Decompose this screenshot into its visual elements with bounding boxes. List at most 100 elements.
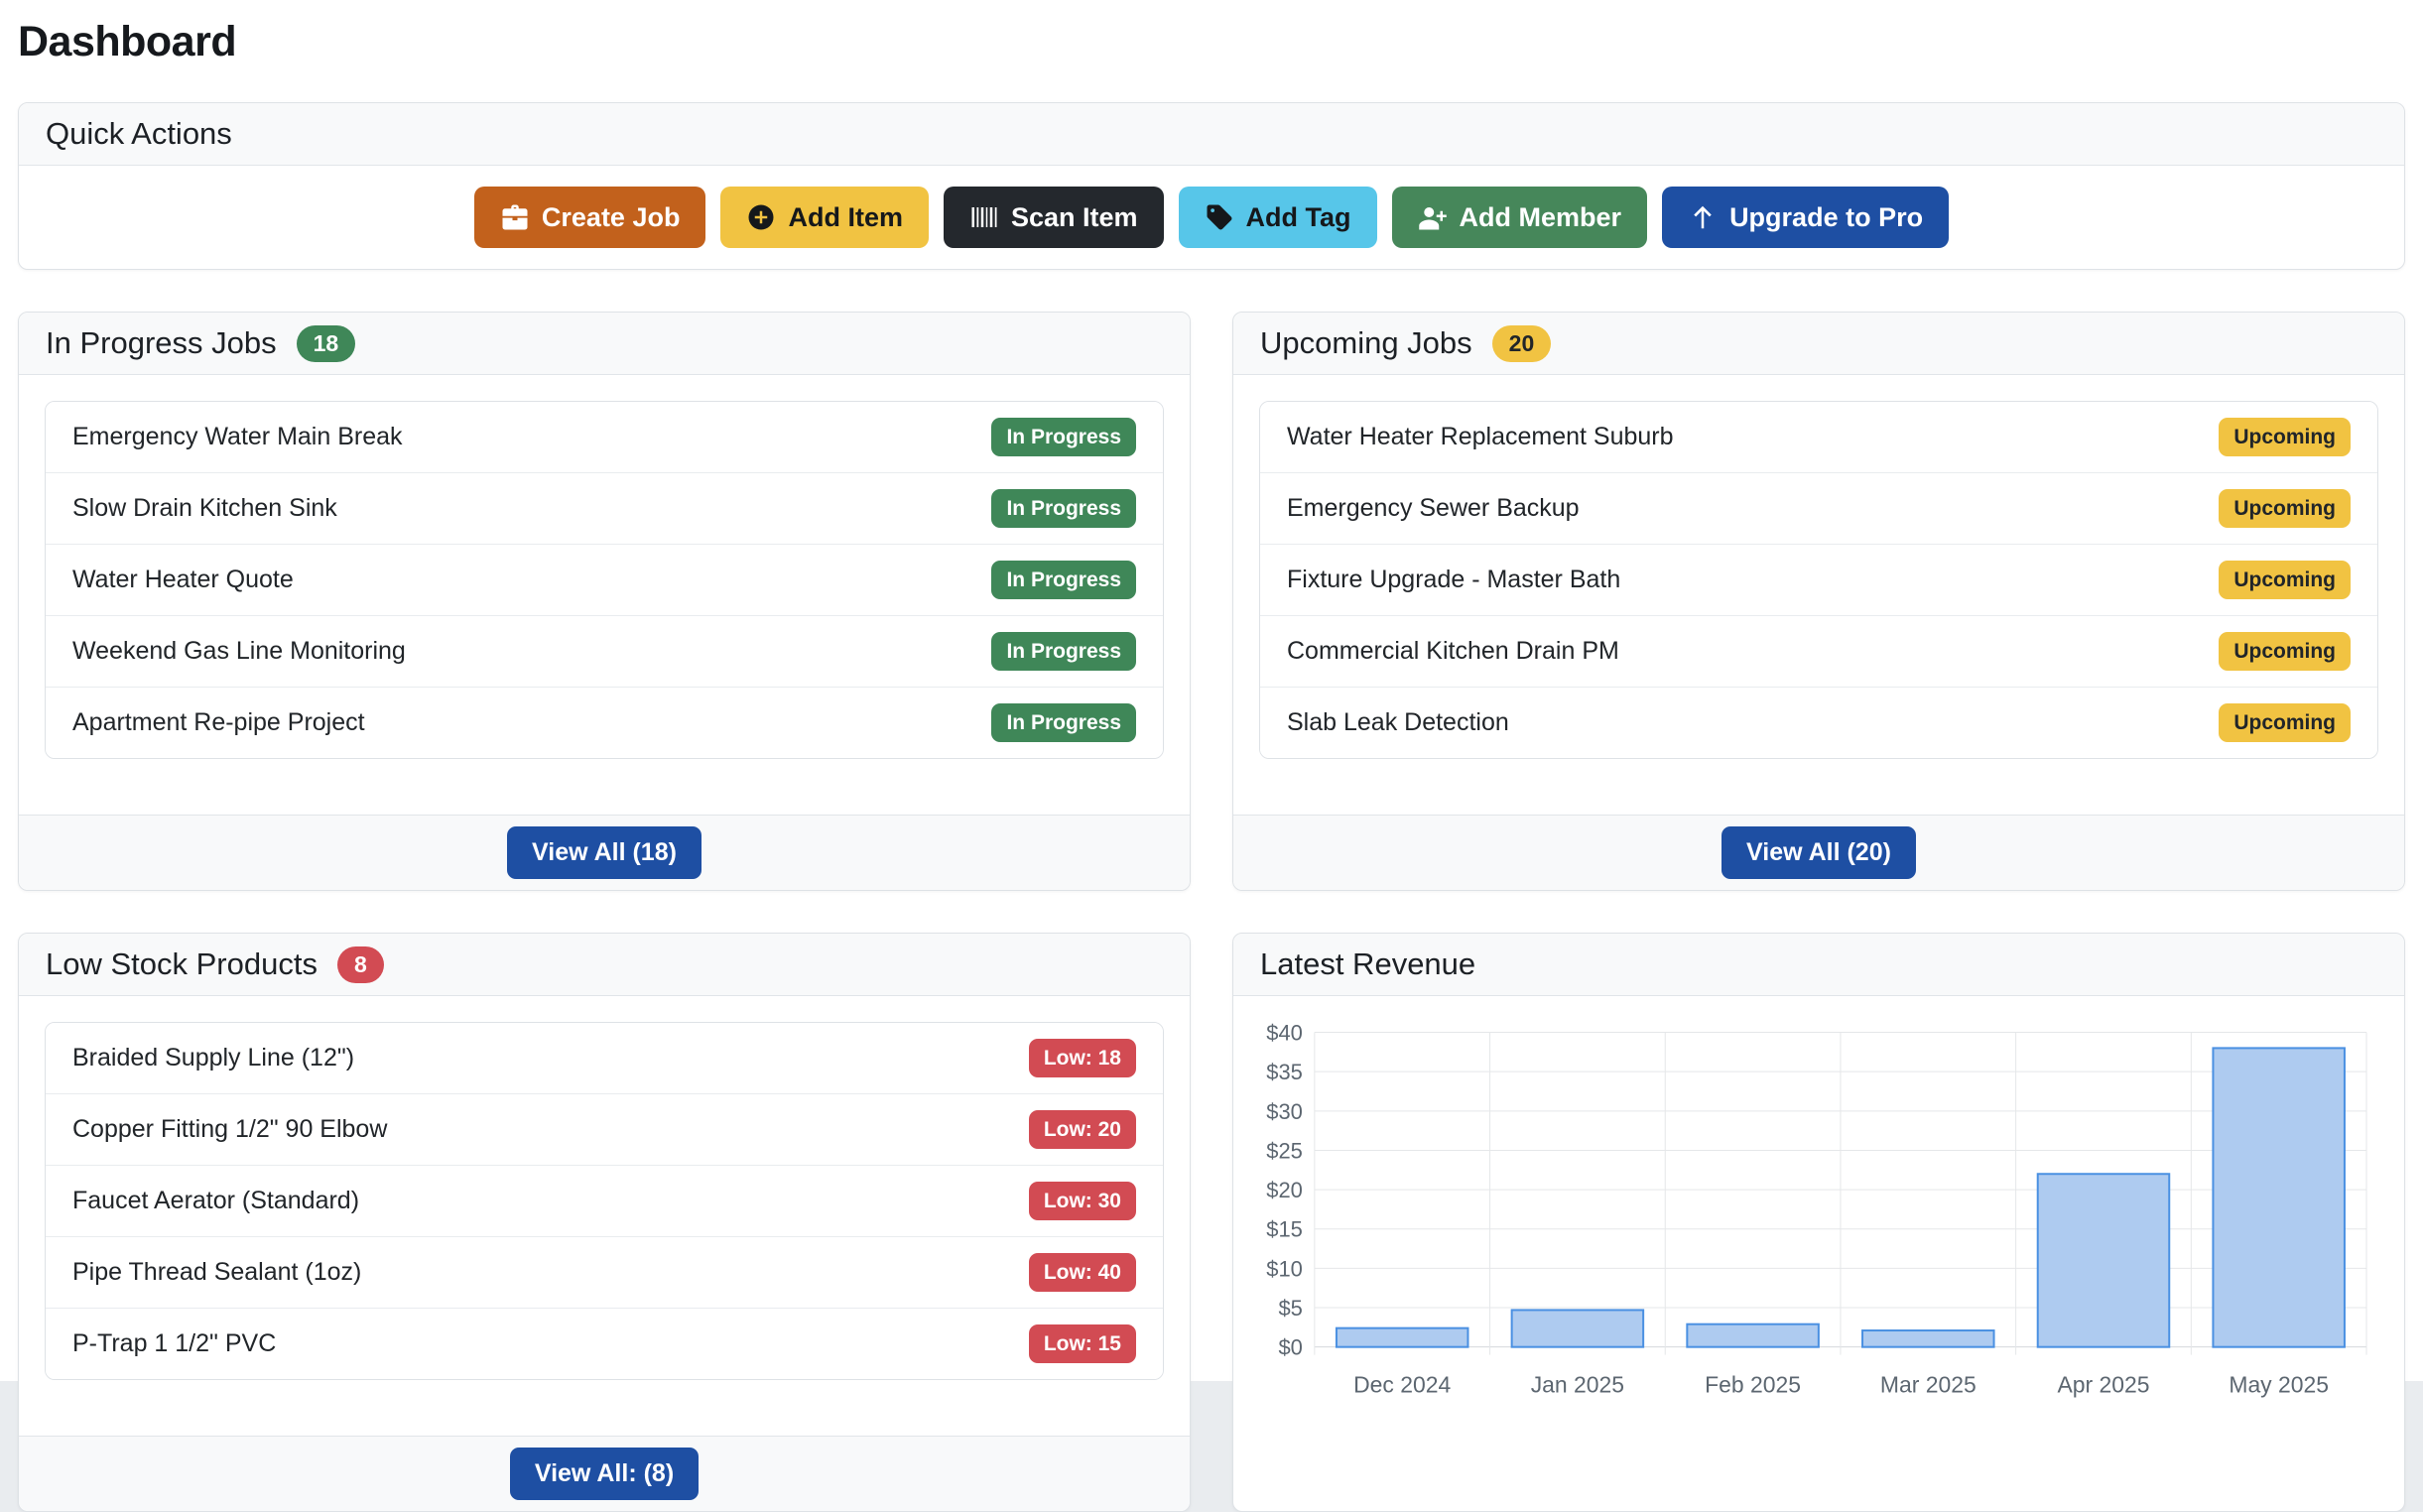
quick-actions-card: Quick Actions Create Job Add Item Scan I… bbox=[18, 102, 2405, 270]
in-progress-jobs-body: Emergency Water Main Break In Progress S… bbox=[19, 375, 1190, 759]
product-row[interactable]: Copper Fitting 1/2" 90 Elbow Low: 20 bbox=[46, 1094, 1163, 1166]
quick-action-label: Add Member bbox=[1459, 201, 1622, 232]
quick-action-label: Add Item bbox=[788, 201, 903, 232]
quick-action-button[interactable]: Add Member bbox=[1391, 187, 1648, 248]
x-tick-label: Mar 2025 bbox=[1880, 1372, 1977, 1398]
y-tick-label: $30 bbox=[1266, 1099, 1303, 1124]
arrow-up-icon bbox=[1688, 202, 1718, 232]
job-title: Fixture Upgrade - Master Bath bbox=[1287, 566, 1621, 593]
status-badge: Upcoming bbox=[2219, 632, 2351, 671]
in-progress-count-pill: 18 bbox=[296, 324, 356, 362]
y-tick-label: $10 bbox=[1266, 1256, 1303, 1281]
product-title: Braided Supply Line (12") bbox=[72, 1044, 355, 1071]
low-stock-header: Low Stock Products 8 bbox=[19, 934, 1190, 996]
page-title: Dashboard bbox=[18, 18, 237, 65]
in-progress-jobs-footer: View All (18) bbox=[19, 815, 1190, 890]
low-stock-body: Braided Supply Line (12") Low: 18 Copper… bbox=[19, 996, 1190, 1380]
latest-revenue-panel: Latest Revenue $0 $5 $10 $15 $20 $25 $30 $35 $40… bbox=[1232, 933, 2405, 1512]
job-row[interactable]: Emergency Water Main Break In Progress bbox=[46, 402, 1163, 473]
quick-action-button[interactable]: Add Item bbox=[720, 187, 929, 248]
upcoming-jobs-header: Upcoming Jobs 20 bbox=[1233, 313, 2404, 375]
upcoming-count-pill: 20 bbox=[1491, 324, 1552, 362]
job-row[interactable]: Slow Drain Kitchen Sink In Progress bbox=[46, 473, 1163, 545]
x-tick-label: Dec 2024 bbox=[1353, 1372, 1451, 1398]
revenue-bar-Apr 2025 bbox=[2036, 1173, 2171, 1348]
low-stock-count-pill: 8 bbox=[336, 945, 384, 983]
y-tick-label: $25 bbox=[1266, 1138, 1303, 1163]
revenue-bar-May 2025 bbox=[2212, 1047, 2346, 1348]
job-row[interactable]: Slab Leak Detection Upcoming bbox=[1260, 688, 2377, 758]
quick-action-button[interactable]: Upgrade to Pro bbox=[1662, 187, 1950, 248]
job-row[interactable]: Weekend Gas Line Monitoring In Progress bbox=[46, 616, 1163, 688]
product-title: Pipe Thread Sealant (1oz) bbox=[72, 1258, 362, 1286]
job-row[interactable]: Water Heater Replacement Suburb Upcoming bbox=[1260, 402, 2377, 473]
status-badge: Upcoming bbox=[2219, 561, 2351, 599]
quick-action-label: Add Tag bbox=[1245, 201, 1351, 232]
person-plus-icon bbox=[1418, 202, 1448, 232]
revenue-bar-Dec 2024 bbox=[1335, 1326, 1469, 1348]
revenue-bar-Mar 2025 bbox=[1861, 1329, 1995, 1348]
y-tick-label: $15 bbox=[1266, 1217, 1303, 1242]
quick-action-button[interactable]: Create Job bbox=[473, 187, 706, 248]
product-title: P-Trap 1 1/2" PVC bbox=[72, 1329, 277, 1357]
status-badge: Upcoming bbox=[2219, 418, 2351, 456]
job-row[interactable]: Fixture Upgrade - Master Bath Upcoming bbox=[1260, 545, 2377, 616]
stock-revenue-row: Low Stock Products 8 Braided Supply Line… bbox=[18, 933, 2405, 1512]
jobs-row: In Progress Jobs 18 Emergency Water Main… bbox=[18, 312, 2405, 891]
quick-action-button[interactable]: Scan Item bbox=[943, 187, 1164, 248]
job-title: Commercial Kitchen Drain PM bbox=[1287, 637, 1619, 665]
revenue-bar-Feb 2025 bbox=[1686, 1323, 1820, 1348]
in-progress-jobs-panel: In Progress Jobs 18 Emergency Water Main… bbox=[18, 312, 1191, 891]
low-stock-list: Braided Supply Line (12") Low: 18 Copper… bbox=[45, 1022, 1164, 1380]
product-title: Faucet Aerator (Standard) bbox=[72, 1187, 360, 1214]
job-row[interactable]: Emergency Sewer Backup Upcoming bbox=[1260, 473, 2377, 545]
y-tick-label: $0 bbox=[1278, 1335, 1302, 1360]
job-title: Water Heater Quote bbox=[72, 566, 294, 593]
job-title: Weekend Gas Line Monitoring bbox=[72, 637, 406, 665]
product-row[interactable]: P-Trap 1 1/2" PVC Low: 15 bbox=[46, 1309, 1163, 1379]
latest-revenue-title: Latest Revenue bbox=[1260, 946, 1476, 981]
view-all-in-progress-button[interactable]: View All (18) bbox=[507, 826, 701, 879]
tag-icon bbox=[1205, 202, 1234, 232]
status-badge: In Progress bbox=[991, 561, 1136, 599]
low-stock-badge: Low: 30 bbox=[1028, 1182, 1136, 1220]
x-tick-label: May 2025 bbox=[2229, 1372, 2329, 1398]
job-title: Emergency Water Main Break bbox=[72, 423, 403, 450]
status-badge: Upcoming bbox=[2219, 703, 2351, 742]
low-stock-products-panel: Low Stock Products 8 Braided Supply Line… bbox=[18, 933, 1191, 1512]
view-all-upcoming-button[interactable]: View All (20) bbox=[1722, 826, 1916, 879]
view-all-low-stock-button[interactable]: View All: (8) bbox=[509, 1448, 700, 1500]
product-row[interactable]: Faucet Aerator (Standard) Low: 30 bbox=[46, 1166, 1163, 1237]
low-stock-badge: Low: 18 bbox=[1028, 1039, 1136, 1077]
y-tick-label: $40 bbox=[1266, 1021, 1303, 1046]
low-stock-title: Low Stock Products bbox=[46, 946, 318, 981]
job-row[interactable]: Water Heater Quote In Progress bbox=[46, 545, 1163, 616]
briefcase-icon bbox=[500, 202, 530, 232]
y-tick-label: $20 bbox=[1266, 1178, 1303, 1202]
job-row[interactable]: Apartment Re-pipe Project In Progress bbox=[46, 688, 1163, 758]
in-progress-jobs-list: Emergency Water Main Break In Progress S… bbox=[45, 401, 1164, 759]
y-tick-label: $5 bbox=[1278, 1296, 1302, 1321]
plus-circle-icon bbox=[746, 202, 776, 232]
x-tick-label: Jan 2025 bbox=[1531, 1372, 1624, 1398]
job-title: Emergency Sewer Backup bbox=[1287, 494, 1580, 522]
low-stock-footer: View All: (8) bbox=[19, 1436, 1190, 1511]
upcoming-jobs-body: Water Heater Replacement Suburb Upcoming… bbox=[1233, 375, 2404, 759]
product-row[interactable]: Braided Supply Line (12") Low: 18 bbox=[46, 1023, 1163, 1094]
latest-revenue-header: Latest Revenue bbox=[1233, 934, 2404, 996]
low-stock-badge: Low: 20 bbox=[1028, 1110, 1136, 1149]
job-title: Apartment Re-pipe Project bbox=[72, 708, 365, 736]
product-title: Copper Fitting 1/2" 90 Elbow bbox=[72, 1115, 388, 1143]
quick-action-label: Scan Item bbox=[1010, 201, 1138, 232]
status-badge: In Progress bbox=[991, 632, 1136, 671]
x-tick-label: Apr 2025 bbox=[2057, 1372, 2149, 1398]
quick-action-label: Upgrade to Pro bbox=[1729, 201, 1924, 232]
product-row[interactable]: Pipe Thread Sealant (1oz) Low: 40 bbox=[46, 1237, 1163, 1309]
x-tick-label: Feb 2025 bbox=[1705, 1372, 1801, 1398]
quick-actions-body: Create Job Add Item Scan Item Add Tag bbox=[19, 166, 2404, 269]
y-tick-label: $35 bbox=[1266, 1060, 1303, 1084]
quick-action-button[interactable]: Add Tag bbox=[1178, 187, 1377, 248]
job-row[interactable]: Commercial Kitchen Drain PM Upcoming bbox=[1260, 616, 2377, 688]
in-progress-jobs-title: In Progress Jobs bbox=[46, 325, 277, 360]
